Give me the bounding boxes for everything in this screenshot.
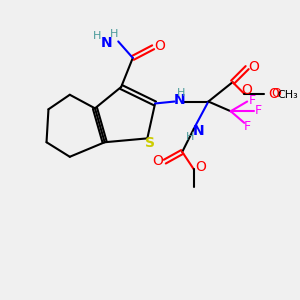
Text: O: O [154,39,165,53]
Text: O: O [271,87,281,100]
Text: H: H [177,88,185,98]
Text: O: O [268,87,279,101]
Text: O: O [248,60,260,74]
Text: O: O [195,160,206,174]
Text: H: H [110,29,118,39]
Text: S: S [145,136,155,150]
Text: H: H [93,31,101,40]
Text: O: O [153,154,164,168]
Text: N: N [173,93,185,106]
Text: H: H [186,132,194,142]
Text: CH₃: CH₃ [277,90,298,100]
Text: N: N [101,36,112,50]
Text: F: F [244,120,251,133]
Text: F: F [255,104,262,117]
Text: F: F [248,94,256,107]
Text: O: O [241,83,252,97]
Text: N: N [193,124,205,138]
